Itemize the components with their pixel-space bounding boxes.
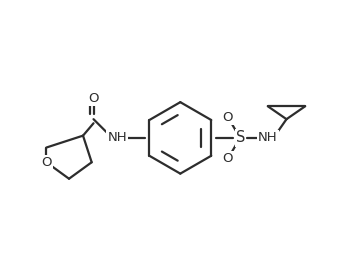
Text: O: O — [88, 92, 99, 104]
Text: NH: NH — [258, 131, 278, 144]
Text: S: S — [236, 130, 245, 145]
Text: O: O — [222, 111, 233, 124]
Text: O: O — [222, 152, 233, 165]
Text: O: O — [41, 156, 52, 169]
Text: NH: NH — [108, 131, 127, 144]
